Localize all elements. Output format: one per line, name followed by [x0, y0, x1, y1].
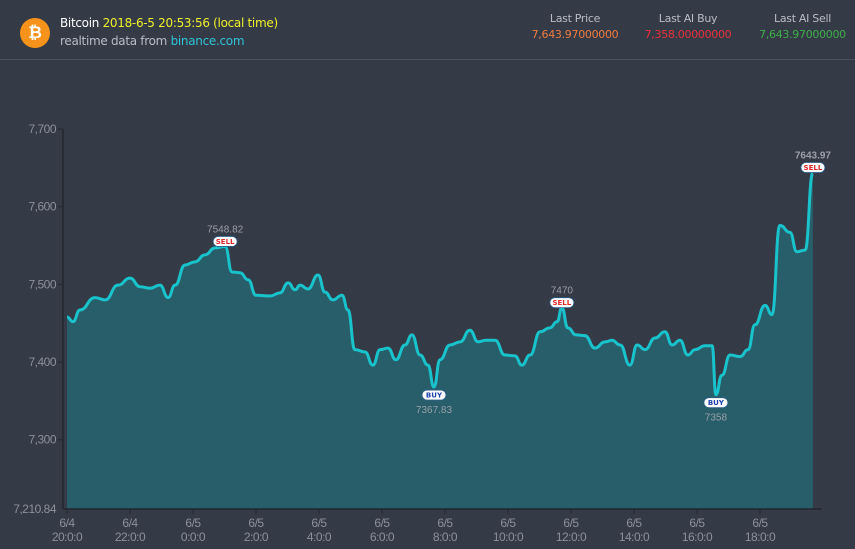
- stat-last-ai-sell: Last AI Sell 7,643.97000000: [755, 12, 850, 41]
- signal-pill-sell: [212, 236, 238, 247]
- x-tick-date: 6/5: [689, 516, 705, 530]
- signal-pill-sell: [800, 162, 826, 173]
- x-tick-time: 22:0:0: [115, 530, 146, 544]
- y-tick-label: 7,300: [28, 433, 56, 447]
- page-title: Bitcoin 2018-6-5 20:53:56 (local time): [60, 16, 278, 30]
- y-tick-label: 7,210.84: [13, 502, 57, 516]
- stat-last-price: Last Price 7,643.97000000: [530, 12, 620, 41]
- stat-label: Last Price: [549, 12, 601, 25]
- stat-value: 7,358.00000000: [644, 28, 732, 41]
- x-tick-time: 14:0:0: [619, 530, 650, 544]
- bitcoin-icon: ₿: [20, 18, 50, 48]
- signal-label: SELL: [804, 164, 823, 172]
- x-tick-time: 4:0:0: [307, 530, 332, 544]
- timestamp: 2018-6-5 20:53:56 (local time): [102, 16, 279, 30]
- signal-price: 7548.82: [207, 224, 244, 235]
- x-tick-date: 6/5: [248, 516, 264, 530]
- stat-label: Last AI Buy: [658, 12, 718, 25]
- source-prefix: realtime data from: [60, 34, 168, 48]
- x-tick-time: 8:0:0: [433, 530, 458, 544]
- coin-name: Bitcoin: [60, 16, 100, 30]
- signal-label: BUY: [426, 392, 443, 400]
- x-tick-date: 6/5: [374, 516, 390, 530]
- x-tick-time: 10:0:0: [493, 530, 524, 544]
- x-tick-time: 0:0:0: [181, 530, 206, 544]
- y-tick-label: 7,700: [28, 122, 56, 136]
- x-tick-time: 6:0:0: [370, 530, 395, 544]
- x-tick-date: 6/4: [122, 516, 138, 530]
- signal-label: BUY: [708, 399, 725, 407]
- signal-price: 7643.97: [795, 151, 832, 162]
- x-tick-time: 18:0:0: [745, 530, 776, 544]
- x-tick-date: 6/5: [437, 516, 453, 530]
- y-tick-label: 7,500: [28, 277, 56, 291]
- data-source: realtime data from binance.com: [60, 34, 245, 48]
- x-tick-time: 12:0:0: [556, 530, 587, 544]
- stat-label: Last AI Sell: [774, 12, 831, 25]
- x-tick-date: 6/5: [752, 516, 768, 530]
- x-tick-date: 6/4: [59, 516, 75, 530]
- signal-pill-buy: [703, 397, 729, 409]
- price-line: [66, 171, 815, 397]
- source-link[interactable]: binance.com: [170, 34, 245, 48]
- signal-pill-sell: [549, 297, 575, 309]
- area-fill: [67, 172, 813, 509]
- x-tick-date: 6/5: [185, 516, 201, 530]
- stat-last-ai-buy: Last AI Buy 7,358.00000000: [643, 12, 733, 41]
- header: ₿ Bitcoin 2018-6-5 20:53:56 (local time)…: [0, 0, 855, 60]
- signal-price: 7367.83: [416, 405, 453, 416]
- x-tick-time: 2:0:0: [244, 530, 269, 544]
- x-tick-date: 6/5: [626, 516, 642, 530]
- signal-label: SELL: [216, 238, 235, 246]
- y-tick-label: 7,400: [28, 355, 56, 369]
- x-tick-date: 6/5: [500, 516, 516, 530]
- signal-label: SELL: [552, 299, 571, 307]
- signal-price: 7470: [551, 286, 574, 297]
- signal-pill-buy: [421, 389, 447, 401]
- x-tick-time: 16:0:0: [682, 530, 713, 544]
- y-tick-label: 7,600: [28, 200, 56, 214]
- stat-value: 7,643.97000000: [759, 28, 846, 41]
- stat-value: 7,643.97000000: [531, 28, 619, 41]
- signal-price: 7358: [705, 413, 728, 424]
- x-tick-date: 6/5: [563, 516, 579, 530]
- x-tick-date: 6/5: [311, 516, 327, 530]
- x-tick-time: 20:0:0: [52, 530, 83, 544]
